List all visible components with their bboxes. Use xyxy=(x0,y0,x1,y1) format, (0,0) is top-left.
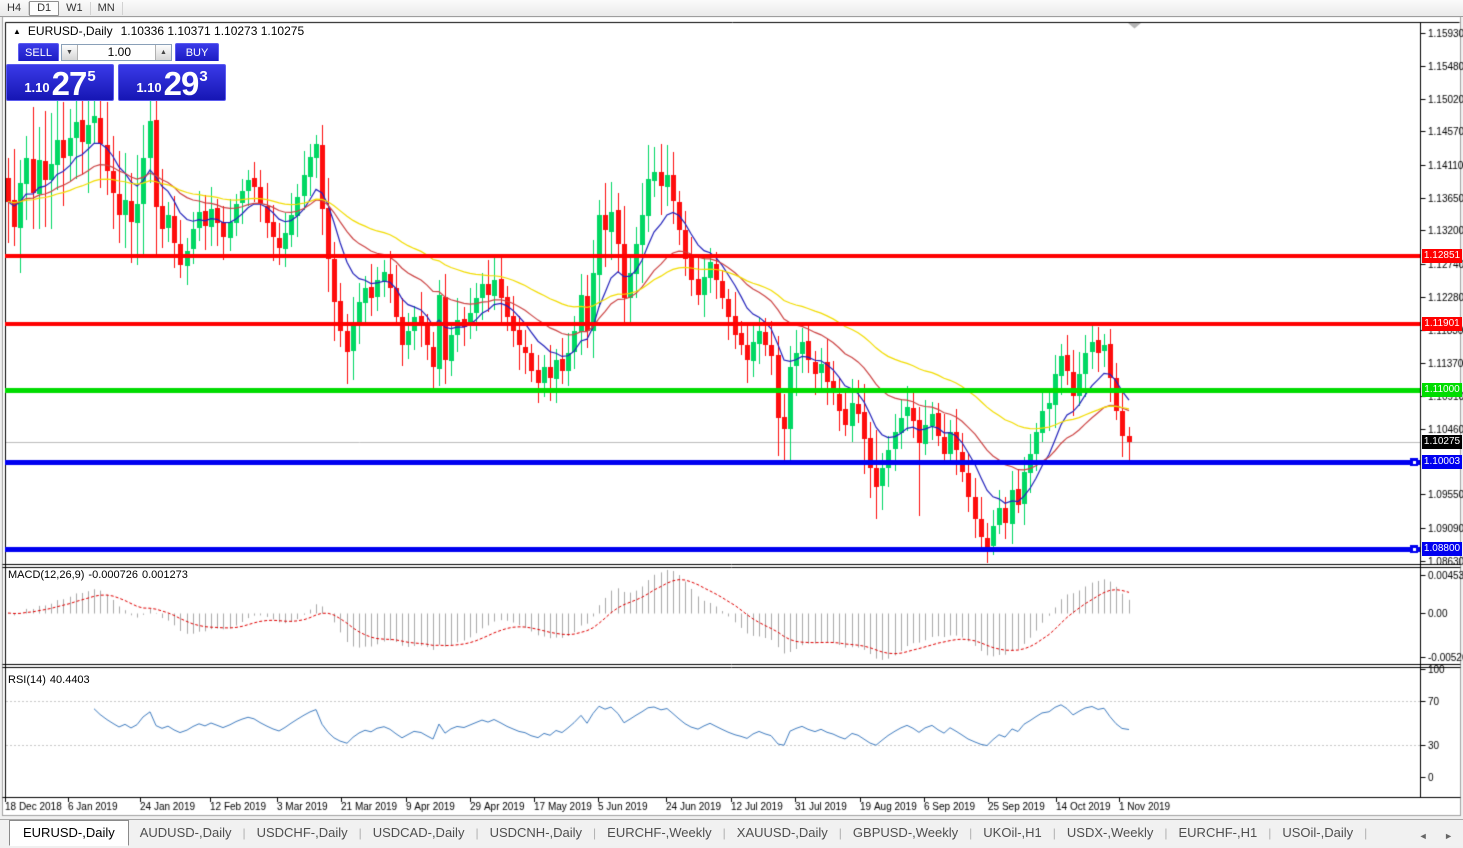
tab-separator: | xyxy=(722,826,726,840)
tab-separator: | xyxy=(358,826,362,840)
sell-price-pipette: 5 xyxy=(87,68,96,85)
chart-tab[interactable]: EURCHF-,Weekly xyxy=(607,825,712,840)
tab-separator: | xyxy=(838,826,842,840)
volume-decrease-icon[interactable]: ▼ xyxy=(62,45,78,60)
chart-tab[interactable]: XAUUSD-,Daily xyxy=(736,825,828,840)
volume-stepper[interactable]: ▼ 1.00 ▲ xyxy=(61,44,172,61)
macd-name: MACD(12,26,9) xyxy=(8,569,85,581)
tab-scroll-right-icon[interactable]: ► xyxy=(1444,831,1453,841)
chart-tab[interactable]: EURCHF-,H1 xyxy=(1178,825,1258,840)
timeframe-button-h4[interactable]: H4 xyxy=(0,1,30,15)
buy-button[interactable]: BUY xyxy=(175,43,219,61)
chart-tab[interactable]: GBPUSD-,Weekly xyxy=(852,825,959,840)
chart-tab-bar: EURUSD-,Daily AUDUSD-,Daily | USDCHF-,Daily… xyxy=(0,819,1463,846)
hline-price-label: 1.11901 xyxy=(1422,317,1462,331)
buy-price-prefix: 1.10 xyxy=(136,80,162,95)
hline-price-label: 1.10003 xyxy=(1422,455,1462,469)
chart-tab[interactable]: UKOil-,H1 xyxy=(983,825,1042,840)
chart-tab[interactable]: USDCHF-,Daily xyxy=(256,825,348,840)
tab-separator: | xyxy=(969,826,973,840)
chart-title: ▲ EURUSD-,Daily 1.10336 1.10371 1.10273 1.… xyxy=(13,24,304,38)
chart-tab[interactable]: USDX-,Weekly xyxy=(1066,825,1154,840)
chart-tab[interactable]: USDCAD-,Daily xyxy=(372,825,465,840)
macd-signal-value: 0.001273 xyxy=(141,569,188,581)
hline-price-label: 1.11000 xyxy=(1422,383,1462,397)
chart-tab[interactable]: AUDUSD-,Daily xyxy=(139,825,232,840)
chart-tab[interactable]: EURUSD-,Daily xyxy=(9,820,129,846)
timeframe-button-mn[interactable]: MN xyxy=(91,1,123,15)
sell-button[interactable]: SELL xyxy=(18,43,59,61)
sell-price-display[interactable]: 1.10 27 5 xyxy=(6,64,114,101)
buy-price-display[interactable]: 1.10 29 3 xyxy=(118,64,226,101)
chart-symbol-label: EURUSD-,Daily xyxy=(27,24,113,38)
timeframe-button-w1[interactable]: W1 xyxy=(59,1,91,15)
chart-expand-icon[interactable]: ▲ xyxy=(13,27,21,36)
rsi-name: RSI(14) xyxy=(8,674,46,686)
tab-separator: | xyxy=(593,826,597,840)
rsi-value: 40.4403 xyxy=(49,674,90,686)
chart-ohlc-quote: 1.10336 1.10371 1.10273 1.10275 xyxy=(120,24,305,38)
tab-scroll-left-icon[interactable]: ◄ xyxy=(1418,831,1428,841)
tab-scroll-arrows: ◄ ► xyxy=(1405,831,1453,841)
sell-price-prefix: 1.10 xyxy=(24,80,50,95)
tab-separator: | xyxy=(1268,826,1272,840)
sell-price-big-digits: 27 xyxy=(51,65,88,102)
one-click-trade-panel: SELL ▼ 1.00 ▲ BUY 1.10 27 5 1.10 29 3 xyxy=(6,43,226,101)
rsi-indicator-label: RSI(14) 40.4403 xyxy=(8,674,94,686)
tab-separator: | xyxy=(1052,826,1056,840)
volume-value[interactable]: 1.00 xyxy=(107,45,131,59)
tab-separator: | xyxy=(1364,826,1368,840)
volume-increase-icon[interactable]: ▲ xyxy=(155,45,171,60)
current-price-label: 1.10275 xyxy=(1422,435,1462,449)
timeframe-button-d1[interactable]: D1 xyxy=(29,0,60,16)
chart-tab[interactable]: USOil-,Daily xyxy=(1282,825,1354,840)
hline-price-label: 1.12851 xyxy=(1422,249,1462,263)
macd-value: -0.000726 xyxy=(88,569,138,581)
buy-price-big-digits: 29 xyxy=(163,65,200,102)
tab-separator: | xyxy=(1164,826,1168,840)
chart-tab[interactable]: USDCNH-,Daily xyxy=(489,825,583,840)
buy-price-pipette: 3 xyxy=(199,68,208,85)
macd-indicator-label: MACD(12,26,9) -0.000726 0.001273 xyxy=(8,569,192,581)
hline-price-label: 1.08800 xyxy=(1422,542,1462,556)
tab-separator: | xyxy=(242,826,246,840)
tab-separator: | xyxy=(475,826,479,840)
timeframe-toolbar: H4 D1 W1 MN xyxy=(0,0,1463,17)
